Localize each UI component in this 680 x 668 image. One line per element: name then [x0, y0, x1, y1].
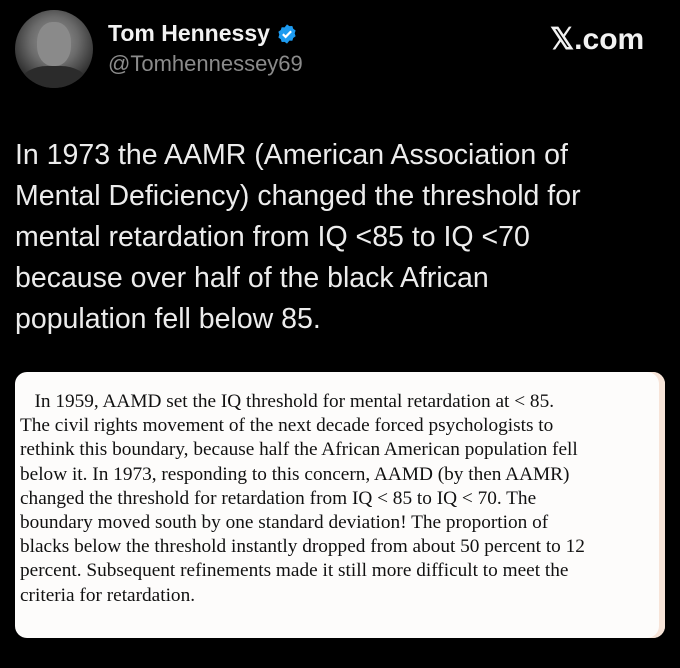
image-text: In 1959, AAMD set the IQ threshold for m…: [20, 390, 585, 608]
tweet-line: because over half of the black African: [15, 262, 489, 294]
image-line: percent. Subsequent refinements made it …: [20, 560, 569, 582]
image-line: boundary moved south by one standard dev…: [20, 512, 549, 534]
image-line: below it. In 1973, responding to this co…: [20, 463, 570, 485]
avatar-head: [37, 22, 71, 66]
avatar-body: [21, 66, 87, 88]
author-name-text: Tom Hennessy: [108, 20, 270, 46]
author-name[interactable]: Tom Hennessy: [108, 20, 298, 47]
image-line: rethink this boundary, because half the …: [20, 439, 578, 461]
tweet-line: In 1973 the AAMR (American Association o…: [15, 139, 568, 171]
tweet-line: Mental Deficiency) changed the threshold…: [15, 180, 581, 212]
avatar[interactable]: [15, 10, 93, 88]
x-com-logo: 𝕏.com: [550, 23, 645, 56]
tweet-text: In 1973 the AAMR (American Association o…: [15, 135, 581, 340]
tweet-line: population fell below 85.: [15, 303, 321, 335]
author-handle[interactable]: @Tomhennessey69: [108, 51, 303, 76]
image-line: In 1959, AAMD set the IQ threshold for m…: [20, 391, 555, 412]
tweet-line: mental retardation from IQ <85 to IQ <70: [15, 221, 530, 253]
attached-image[interactable]: In 1959, AAMD set the IQ threshold for m…: [15, 372, 665, 638]
verified-badge-icon: [278, 23, 296, 44]
image-line: The civil rights movement of the next de…: [20, 415, 554, 437]
image-line: blacks below the threshold instantly dro…: [20, 536, 585, 558]
image-line: criteria for retardation.: [20, 584, 196, 606]
image-line: changed the threshold for retardation fr…: [20, 487, 537, 509]
